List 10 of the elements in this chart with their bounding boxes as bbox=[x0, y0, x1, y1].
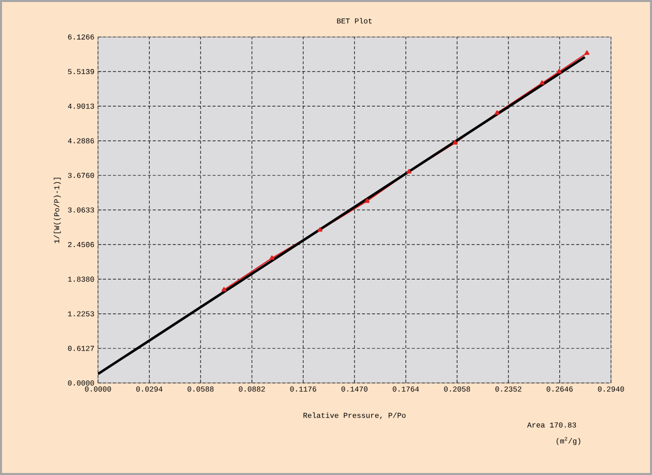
point bbox=[269, 255, 274, 260]
point bbox=[364, 198, 370, 203]
point bbox=[406, 168, 412, 174]
point bbox=[540, 80, 545, 85]
point bbox=[317, 227, 322, 232]
point bbox=[556, 69, 562, 74]
point bbox=[494, 110, 500, 115]
point bbox=[584, 50, 590, 55]
point bbox=[452, 140, 458, 145]
point bbox=[221, 287, 226, 292]
